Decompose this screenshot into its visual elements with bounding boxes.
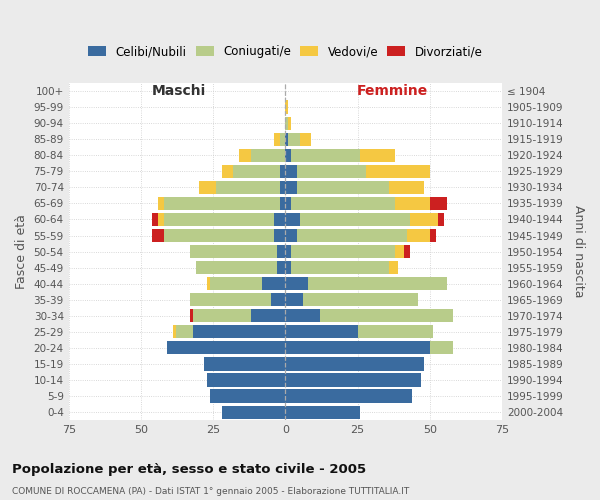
Bar	[216, 181, 280, 194]
Bar	[222, 164, 233, 178]
Bar	[389, 261, 398, 274]
Bar	[297, 181, 389, 194]
Bar	[286, 213, 300, 226]
Bar	[196, 261, 277, 274]
Bar	[176, 326, 193, 338]
Bar	[280, 132, 286, 146]
Bar	[286, 293, 302, 306]
Bar	[291, 245, 395, 258]
Bar	[395, 245, 404, 258]
Bar	[286, 148, 291, 162]
Bar	[205, 358, 286, 370]
Bar	[164, 229, 274, 242]
Bar	[233, 164, 280, 178]
Bar	[286, 164, 297, 178]
Bar	[193, 326, 286, 338]
Bar	[286, 358, 424, 370]
Bar	[193, 309, 251, 322]
Text: COMUNE DI ROCCAMENA (PA) - Dati ISTAT 1° gennaio 2005 - Elaborazione TUTTITALIA.: COMUNE DI ROCCAMENA (PA) - Dati ISTAT 1°…	[12, 488, 409, 496]
Bar	[320, 309, 453, 322]
Bar	[152, 229, 164, 242]
Bar	[430, 197, 447, 210]
Bar	[291, 197, 395, 210]
Bar	[286, 181, 297, 194]
Bar	[222, 406, 286, 418]
Bar	[407, 229, 430, 242]
Text: Femmine: Femmine	[356, 84, 428, 98]
Bar	[410, 213, 439, 226]
Bar	[286, 100, 288, 114]
Bar	[297, 164, 366, 178]
Bar	[158, 213, 164, 226]
Bar	[277, 261, 286, 274]
Bar	[158, 197, 164, 210]
Bar	[286, 116, 288, 130]
Bar	[389, 181, 424, 194]
Bar	[286, 245, 291, 258]
Bar	[395, 197, 430, 210]
Bar	[274, 229, 286, 242]
Bar	[286, 261, 291, 274]
Bar	[286, 390, 412, 402]
Bar	[190, 309, 193, 322]
Bar	[291, 261, 389, 274]
Bar	[286, 326, 358, 338]
Bar	[286, 309, 320, 322]
Bar	[251, 148, 286, 162]
Bar	[439, 213, 444, 226]
Bar	[286, 197, 291, 210]
Bar	[300, 213, 410, 226]
Bar	[210, 277, 262, 290]
Bar	[291, 148, 361, 162]
Bar	[366, 164, 430, 178]
Bar	[300, 132, 311, 146]
Bar	[286, 406, 361, 418]
Y-axis label: Fasce di età: Fasce di età	[15, 214, 28, 289]
Bar	[430, 229, 436, 242]
Bar	[164, 213, 274, 226]
Bar	[297, 229, 407, 242]
Text: Maschi: Maschi	[151, 84, 206, 98]
Bar	[164, 197, 280, 210]
Bar	[361, 148, 395, 162]
Bar	[271, 293, 286, 306]
Bar	[286, 229, 297, 242]
Bar	[286, 342, 430, 354]
Bar	[288, 132, 300, 146]
Bar	[239, 148, 251, 162]
Bar	[274, 132, 280, 146]
Bar	[208, 374, 286, 386]
Bar	[190, 293, 271, 306]
Bar	[288, 116, 291, 130]
Bar	[286, 374, 421, 386]
Bar	[190, 245, 277, 258]
Bar	[152, 213, 158, 226]
Bar	[286, 277, 308, 290]
Bar	[208, 277, 210, 290]
Text: Popolazione per età, sesso e stato civile - 2005: Popolazione per età, sesso e stato civil…	[12, 462, 366, 475]
Bar	[286, 132, 288, 146]
Bar	[404, 245, 410, 258]
Bar	[199, 181, 216, 194]
Bar	[167, 342, 286, 354]
Bar	[358, 326, 433, 338]
Bar	[277, 245, 286, 258]
Bar	[210, 390, 286, 402]
Y-axis label: Anni di nascita: Anni di nascita	[572, 206, 585, 298]
Bar	[430, 342, 453, 354]
Bar	[274, 213, 286, 226]
Bar	[251, 309, 286, 322]
Bar	[308, 277, 447, 290]
Bar	[280, 181, 286, 194]
Bar	[280, 197, 286, 210]
Bar	[302, 293, 418, 306]
Bar	[173, 326, 176, 338]
Legend: Celibi/Nubili, Coniugati/e, Vedovi/e, Divorziati/e: Celibi/Nubili, Coniugati/e, Vedovi/e, Di…	[85, 42, 486, 62]
Bar	[262, 277, 286, 290]
Bar	[280, 164, 286, 178]
